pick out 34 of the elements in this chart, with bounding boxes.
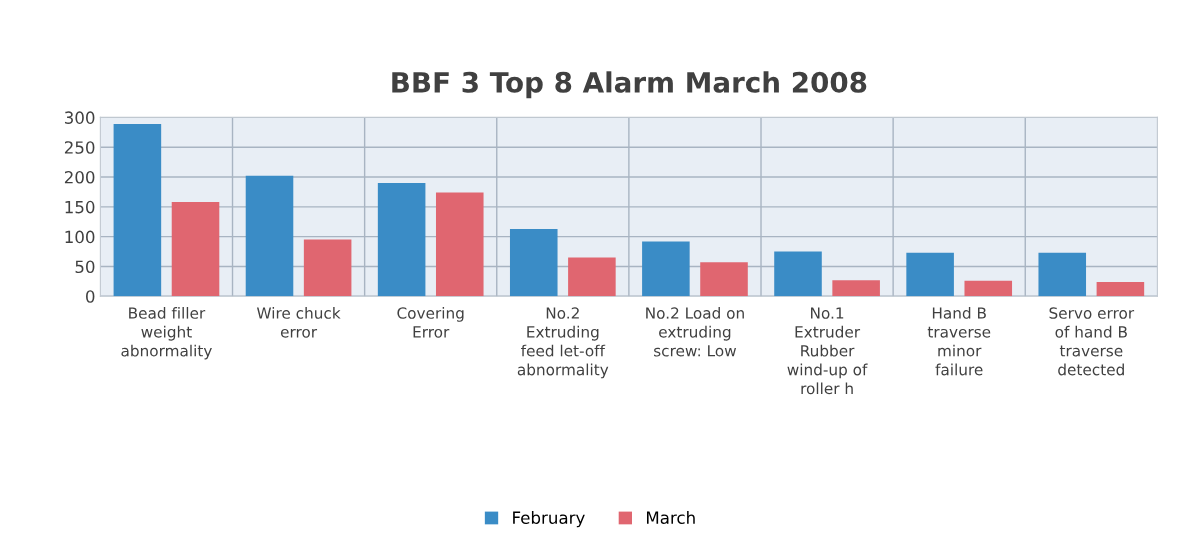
chart-title: BBF 3 Top 8 Alarm March 2008 bbox=[392, 71, 867, 99]
bar bbox=[435, 192, 484, 297]
x-tick-label: Hand B traverse minor failure bbox=[927, 307, 991, 376]
bar bbox=[774, 251, 822, 297]
bar bbox=[906, 252, 954, 297]
bar bbox=[642, 241, 690, 297]
y-tick-label: 100 bbox=[65, 230, 95, 244]
y-tick-label: 250 bbox=[64, 141, 95, 154]
x-tick-label: Servo error of hand B traverse detected bbox=[1049, 307, 1135, 376]
x-tick-label: Bead filler weight abnormality bbox=[121, 307, 212, 360]
legend-label: February bbox=[513, 511, 585, 528]
bar bbox=[1096, 281, 1145, 297]
bar bbox=[568, 257, 616, 297]
bar bbox=[700, 262, 748, 297]
bar bbox=[303, 239, 352, 297]
y-tick-label: 200 bbox=[64, 170, 95, 184]
x-tick-label: Covering Error bbox=[397, 307, 464, 338]
legend-label: March bbox=[646, 511, 695, 524]
bar bbox=[113, 123, 162, 297]
x-tick-label: Wire chuck error bbox=[256, 307, 341, 338]
bar bbox=[171, 202, 220, 297]
y-tick-label: 300 bbox=[64, 111, 95, 124]
bar bbox=[509, 228, 558, 297]
bar bbox=[245, 175, 294, 297]
y-tick-label: 50 bbox=[75, 260, 95, 274]
bar bbox=[832, 280, 880, 297]
y-tick-label: 150 bbox=[65, 200, 95, 214]
bar bbox=[377, 182, 426, 297]
bar bbox=[964, 280, 1013, 297]
y-tick-label: 0 bbox=[86, 290, 95, 303]
x-tick-label: No.2 Extruding feed let-off abnormality bbox=[517, 307, 609, 379]
x-tick-label: No.1 Extruder Rubber wind-up of roller h bbox=[787, 307, 868, 395]
x-tick-label: No.2 Load on extruding screw: Low bbox=[646, 307, 744, 357]
bar bbox=[1038, 252, 1087, 297]
